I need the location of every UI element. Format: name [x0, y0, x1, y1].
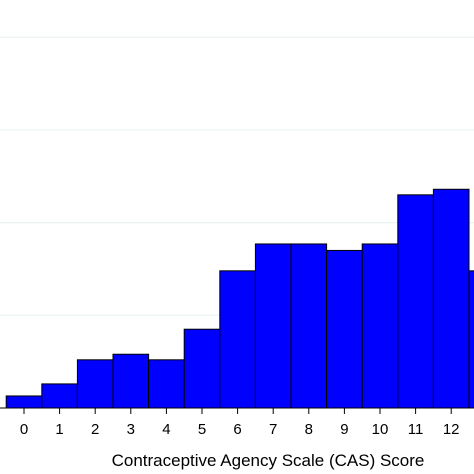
bar-3	[112, 353, 150, 409]
x-tick-label: 4	[162, 421, 170, 438]
x-tick-label: 1	[55, 421, 63, 438]
bar-2	[76, 359, 114, 409]
x-tick-label: 6	[233, 421, 241, 438]
x-ticks: 012345678910111213	[20, 408, 460, 438]
bars	[5, 188, 474, 409]
x-tick-label: 8	[305, 421, 313, 438]
bar-10	[361, 243, 399, 409]
bar-1	[41, 383, 78, 409]
x-tick-label: 9	[340, 421, 348, 438]
bar-5	[183, 328, 221, 409]
bar-13	[468, 270, 474, 409]
bar-6	[219, 270, 256, 409]
bar-12	[432, 188, 470, 409]
x-axis-title: Contraceptive Agency Scale (CAS) Score	[112, 451, 425, 470]
x-tick-label: 5	[198, 421, 206, 438]
bar-4	[148, 359, 185, 409]
bar-8	[290, 243, 328, 409]
x-tick-label: 0	[20, 421, 28, 438]
x-tick-label: 2	[91, 421, 99, 438]
bar-11	[397, 194, 434, 409]
x-tick-label: 10	[372, 421, 389, 438]
x-tick-label: 11	[408, 421, 424, 438]
x-tick-label: 7	[269, 421, 277, 438]
x-tick-label: 12	[443, 421, 460, 438]
bar-0	[5, 395, 43, 409]
bar-9	[326, 249, 363, 409]
x-tick-label: 3	[127, 421, 135, 438]
bar-7	[254, 243, 292, 409]
